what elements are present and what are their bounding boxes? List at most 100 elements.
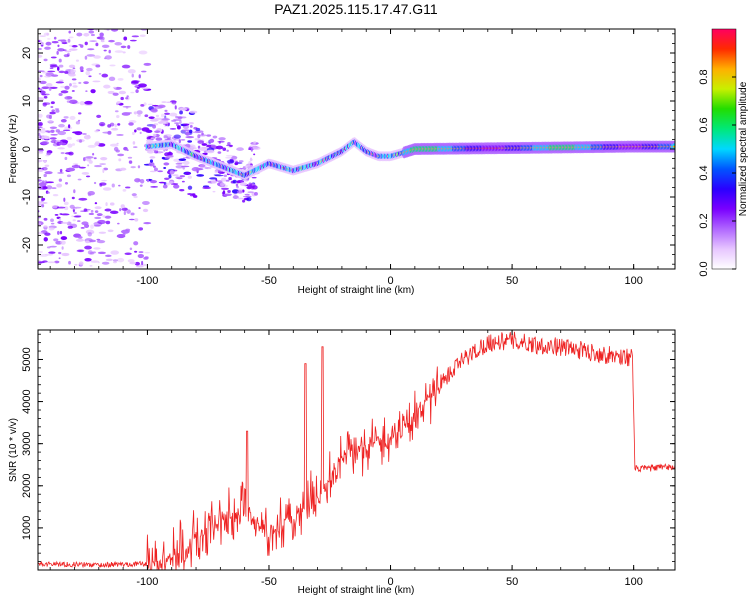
spectrogram-x-tick-label: 100 [624, 275, 642, 287]
spectrogram-cell [209, 138, 215, 143]
snr-y-tick-label: 5000 [21, 347, 33, 371]
spectrogram-cell [139, 131, 142, 135]
spectrogram-cell [103, 57, 107, 60]
spectrogram-cell [137, 253, 144, 259]
spectrogram-cell [66, 174, 72, 178]
spectrogram-cell [226, 159, 235, 164]
spectrogram-cell [63, 54, 70, 58]
spectrogram-y-tick-label: -20 [21, 237, 33, 253]
colorbar-gradient [712, 29, 736, 269]
snr-y-tick-label: 4000 [21, 389, 33, 413]
spectrogram-cell [105, 258, 113, 262]
snr-x-tick-label: 50 [506, 576, 518, 588]
spectrogram-cell [115, 149, 120, 153]
colorbar-label: Normalized spectral amplitude [738, 81, 749, 216]
spectrogram-cell [219, 182, 225, 187]
spectrogram-cell [118, 184, 121, 187]
snr-ylabel: SNR (10 * v/v) [8, 418, 19, 482]
spectrogram-cell [135, 89, 139, 93]
spectrogram-cell [113, 261, 117, 264]
spectrogram-cell [38, 113, 43, 118]
spectrogram-cell [79, 101, 85, 106]
colorbar-tick-label: 0.6 [698, 117, 710, 132]
spectrogram-y-ticks: -20 -10 0 10 20 [21, 33, 675, 265]
spectrogram-cell [161, 101, 167, 103]
spectrogram-cell [227, 189, 231, 193]
spectrogram-cell [228, 176, 232, 181]
spectrogram-cell [134, 129, 137, 133]
spectrogram-cell [57, 66, 60, 71]
spectrogram-cell [84, 55, 88, 60]
spectrogram-cell [197, 140, 205, 144]
spectrogram-cell [214, 170, 219, 174]
spectrogram-cell [60, 236, 68, 241]
spectrogram-cell [94, 164, 102, 168]
spectrogram-cell [50, 105, 54, 109]
spectrogram-cell [185, 131, 190, 136]
spectrogram-cell [41, 180, 45, 183]
spectrogram-x-ticks: -100 -50 0 50 100 [49, 29, 659, 287]
spectrogram-cell [72, 82, 77, 85]
spectrogram-cell [169, 170, 175, 175]
spectrogram-cell [83, 135, 91, 140]
spectrogram-cell [121, 64, 131, 69]
spectrogram-cell [137, 83, 147, 88]
spectrogram-cell [61, 252, 70, 257]
spectrogram-cell [116, 134, 124, 136]
spectrogram-cell [155, 114, 160, 118]
spectrogram-cell [123, 210, 126, 216]
snr-series-line [38, 331, 675, 570]
spectrogram-cell [88, 239, 97, 243]
spectrogram-cell [77, 236, 83, 239]
spectrogram-cell [66, 100, 71, 103]
spectrogram-cell [51, 74, 59, 77]
spectrogram-cell [187, 140, 193, 143]
spectrogram-cell [114, 110, 119, 113]
spectrogram-cell [95, 64, 101, 68]
spectrogram-cell [99, 183, 103, 187]
spectrogram-cell [108, 76, 116, 82]
spectrogram-cell [89, 40, 97, 42]
spectrogram-cell [192, 195, 198, 198]
spectrogram-cell [38, 121, 43, 127]
spectrogram-cell [49, 111, 56, 115]
spectrogram-cell [139, 178, 145, 184]
spectrogram-cell [134, 178, 141, 183]
spectrogram-cell [60, 151, 65, 155]
spectrogram-cell [58, 142, 66, 145]
spectrogram-cell [249, 157, 253, 161]
spectrogram-cell [207, 167, 212, 170]
spectrogram-cell [110, 250, 120, 255]
spectrogram-cell [175, 115, 179, 119]
spectrogram-cell [90, 33, 95, 37]
spectrogram-cell [248, 182, 253, 187]
spectrogram-cell [104, 215, 112, 219]
spectrogram-cell [236, 185, 239, 189]
spectrogram-cell [83, 32, 90, 37]
spectrogram-cell [71, 143, 76, 146]
spectrogram-cell [87, 191, 95, 196]
figure-title: PAZ1.2025.115.17.47.G11 [274, 1, 438, 17]
spectrogram-cell [236, 180, 241, 184]
spectrogram-cell [55, 109, 60, 113]
spectrogram-cell [152, 133, 157, 137]
spectrogram-cell [63, 49, 67, 51]
spectrogram-cell [102, 168, 105, 173]
spectrogram-cell [121, 112, 131, 116]
spectrogram-cell [130, 91, 135, 94]
spectrogram-cell [117, 222, 120, 225]
spectrogram-cell [38, 222, 42, 226]
spectrogram-cell [78, 112, 82, 115]
spectrogram-cell [226, 149, 229, 152]
spectrogram-cell [178, 139, 182, 144]
spectrogram-cell [206, 144, 212, 148]
spectrogram-cell [119, 167, 127, 171]
spectrogram-cell [221, 177, 227, 182]
spectrogram-cell [94, 202, 98, 205]
spectrogram-cell [198, 134, 207, 137]
spectrogram-cell [50, 222, 55, 225]
spectrogram-cell [60, 240, 66, 245]
spectrogram-cell [142, 208, 149, 213]
spectrogram-cell [103, 167, 109, 171]
spectrogram-cell [120, 45, 127, 49]
